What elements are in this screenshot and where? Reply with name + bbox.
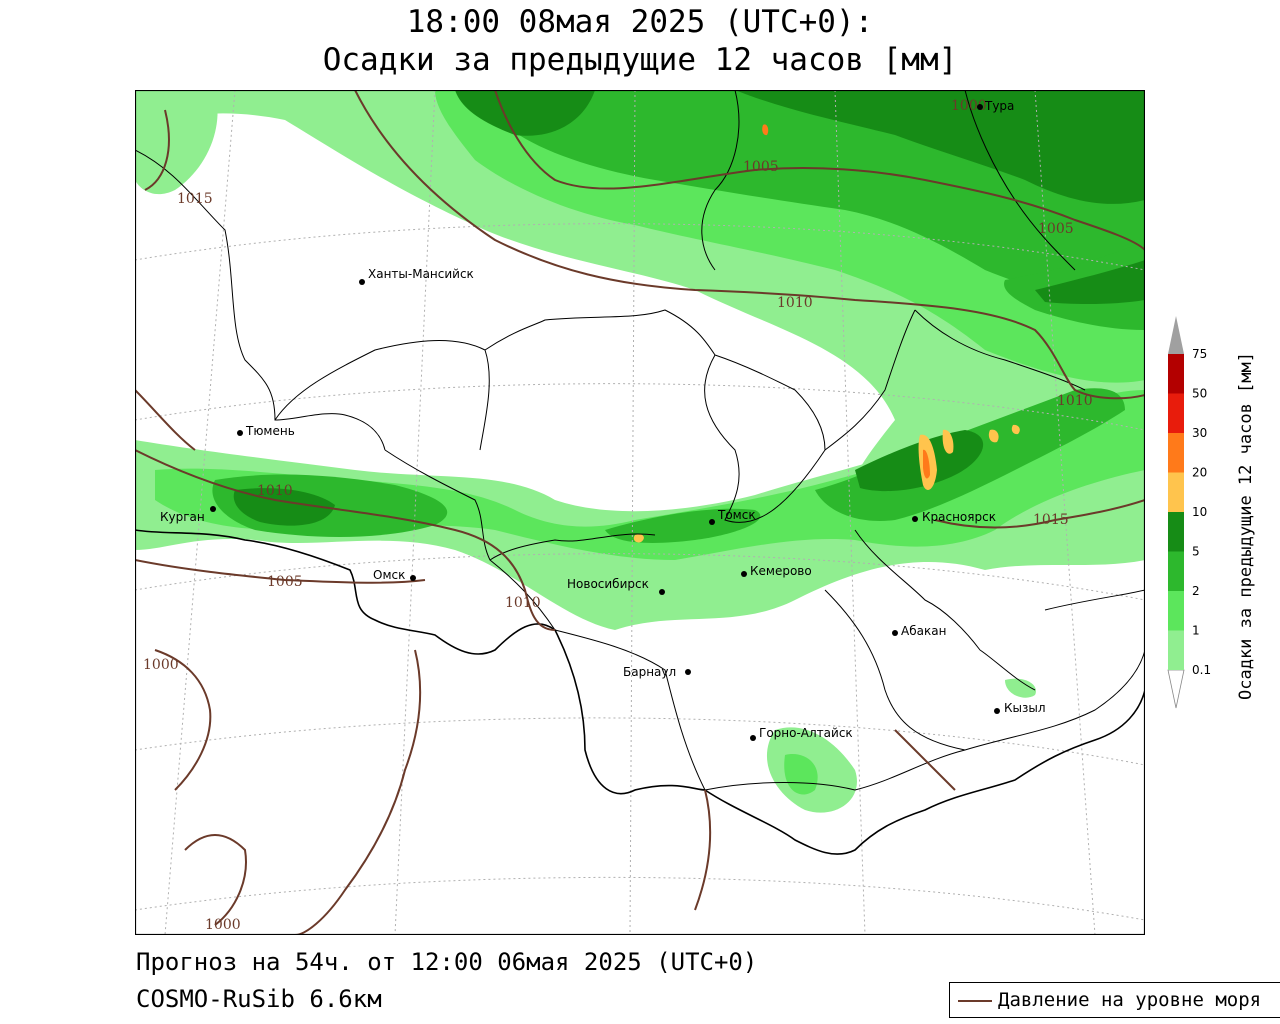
city-khanty-mansiysk: Ханты-Мансийск [359, 267, 474, 285]
city-kurgan: Курган [160, 506, 216, 524]
isobar-label: 1010 [777, 295, 813, 311]
colorbar-tick-label: 75 [1192, 347, 1207, 361]
colorbar-tick-label: 0.1 [1192, 663, 1211, 677]
colorbar-under-triangle [1167, 669, 1185, 709]
isobar-label: 1000 [205, 917, 241, 933]
city-label: Барнаул [623, 665, 676, 679]
isobar-label: 1005 [1038, 221, 1074, 237]
colorbar-swatch [1168, 591, 1184, 631]
city-barnaul: Барнаул [623, 665, 691, 679]
isobar-labels: 1015 1010 1005 1010 1005 1005 1010 1015 … [143, 98, 1093, 933]
colorbar-tick-label: 20 [1192, 466, 1207, 480]
city-label: Омск [373, 568, 405, 582]
colorbar-swatch [1168, 551, 1184, 591]
colorbar-tick-label: 30 [1192, 426, 1207, 440]
colorbar-tick-label: 2 [1192, 584, 1200, 598]
precip-colorbar: 0.1 1 2 5 10 20 30 50 75 [1167, 316, 1211, 709]
city-label: Красноярск [922, 510, 996, 524]
isobar-label: 1000 [951, 98, 987, 114]
city-markers: Тура Ханты-Мансийск Тюмень Курган Омск Н… [160, 99, 1046, 741]
colorbar-title: Осадки за предыдущие 12 часов [мм] [1236, 352, 1256, 700]
pressure-legend-line [958, 1000, 992, 1002]
city-tura: Тура [977, 99, 1014, 113]
city-tyumen: Тюмень [237, 424, 295, 438]
precip-extreme-areas [633, 124, 1020, 543]
map-frame [135, 90, 1145, 935]
isobar-label: 1005 [267, 574, 303, 590]
city-abakan: Абакан [892, 624, 946, 638]
colorbar-tick-label: 10 [1192, 505, 1207, 519]
map-title-line2: Осадки за предыдущие 12 часов [мм] [322, 42, 958, 78]
city-label: Абакан [901, 624, 946, 638]
city-tomsk: Томск [709, 508, 756, 525]
graticule [135, 90, 1145, 935]
map-title-line1: 18:00 08мая 2025 (UTC+0): [406, 4, 874, 40]
colorbar-swatch [1168, 433, 1184, 473]
precip-very-heavy-areas [233, 90, 1145, 526]
colorbar-swatch [1168, 354, 1184, 394]
city-label: Томск [717, 508, 756, 522]
city-label: Курган [160, 510, 205, 524]
national-border [135, 529, 1145, 855]
isobar-label: 1015 [177, 191, 213, 207]
city-label: Кызыл [1004, 701, 1046, 715]
city-krasnoyarsk: Красноярск [912, 510, 996, 524]
city-label: Новосибирск [567, 577, 649, 591]
colorbar-swatch [1168, 630, 1184, 670]
colorbar-tick-label: 1 [1192, 624, 1200, 638]
colorbar-swatch [1168, 472, 1184, 512]
colorbar-swatch [1168, 393, 1184, 433]
pressure-legend-label: Давление на уровне моря [998, 989, 1262, 1011]
city-omsk: Омск [373, 568, 416, 582]
city-label: Тура [984, 99, 1014, 113]
isobars [135, 90, 1145, 935]
city-kyzyl: Кызыл [994, 701, 1046, 715]
model-name: COSMO-RuSib 6.6км [136, 985, 382, 1013]
city-label: Тюмень [245, 424, 295, 438]
precipitation-map: 1015 1010 1005 1010 1005 1005 1010 1015 … [135, 90, 1145, 935]
isobar-label: 1010 [257, 483, 293, 499]
city-novosibirsk: Новосибирск [567, 577, 665, 595]
city-gorno-altaysk: Горно-Алтайск [750, 726, 853, 741]
city-label: Кемерово [750, 564, 812, 578]
colorbar-swatch [1168, 512, 1184, 552]
colorbar-tick-label: 50 [1192, 387, 1207, 401]
pressure-legend: Давление на уровне моря [949, 982, 1280, 1018]
forecast-info: Прогноз на 54ч. от 12:00 06мая 2025 (UTC… [136, 948, 758, 976]
city-label: Ханты-Мансийск [368, 267, 474, 281]
isobar-label: 1015 [1033, 512, 1069, 528]
isobar-label: 1010 [505, 595, 541, 611]
city-kemerovo: Кемерово [741, 564, 812, 578]
isobar-label: 1000 [143, 657, 179, 673]
isobar-label: 1005 [743, 159, 779, 175]
colorbar-over-triangle [1168, 316, 1184, 354]
city-label: Горно-Алтайск [759, 726, 853, 740]
colorbar-tick-label: 5 [1192, 545, 1200, 559]
isobar-label: 1010 [1057, 393, 1093, 409]
